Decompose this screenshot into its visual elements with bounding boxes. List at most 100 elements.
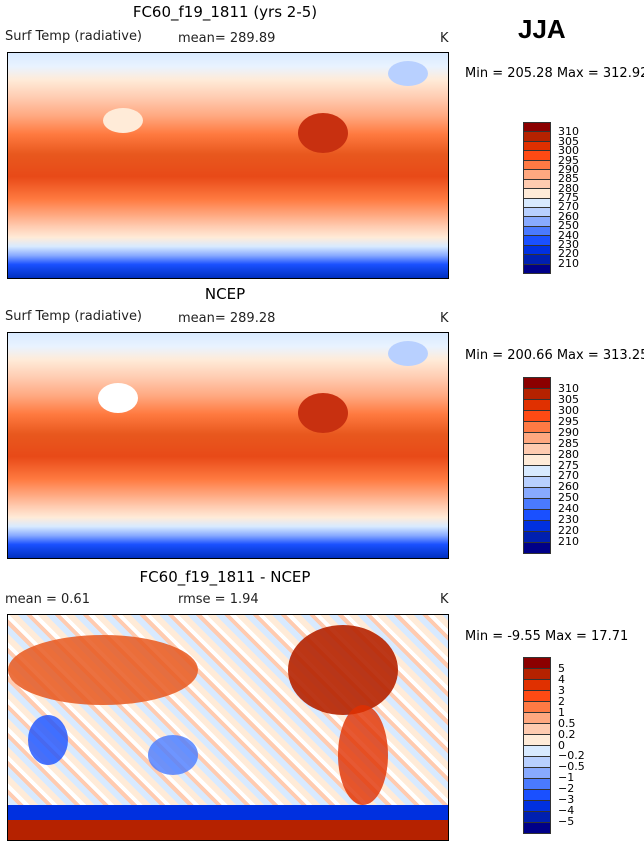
colorbar-swatch — [524, 444, 550, 455]
panel2-units: K — [440, 311, 449, 326]
colorbar-label: 310 — [558, 125, 579, 139]
panel1-title: FC60_f19_1811 (yrs 2-5) — [132, 3, 318, 21]
colorbar-label: 0.5 — [558, 716, 576, 730]
colorbar-label: 3 — [558, 683, 565, 697]
colorbar-swatch — [524, 189, 550, 199]
colorbar-label: 270 — [558, 469, 579, 483]
colorbar-swatch — [524, 411, 550, 422]
colorbar-swatch — [524, 790, 550, 801]
colorbar-swatch — [524, 264, 550, 273]
colorbar-swatch — [524, 488, 550, 499]
colorbar-label: 260 — [558, 209, 579, 223]
colorbar-label: −0.5 — [558, 760, 585, 774]
colorbar-swatch — [524, 779, 550, 790]
colorbar-label: 260 — [558, 480, 579, 494]
colorbar-label: 210 — [558, 535, 579, 549]
colorbar-swatch — [524, 378, 550, 389]
colorbar-swatch — [524, 226, 550, 237]
colorbar-label: 275 — [558, 191, 579, 204]
panel1-variable: Surf Temp (radiative) — [5, 29, 143, 44]
colorbar-label: −0.2 — [558, 749, 585, 763]
colorbar-label: 290 — [558, 162, 579, 176]
colorbar-label: 305 — [558, 392, 579, 406]
colorbar-label: 310 — [558, 381, 579, 395]
colorbar-swatch — [524, 245, 550, 256]
colorbar-label: 0.2 — [558, 727, 576, 741]
colorbar-swatch — [524, 812, 550, 823]
colorbar-swatch — [524, 179, 550, 190]
colorbar-swatch — [524, 669, 550, 680]
colorbar-label: 230 — [558, 513, 579, 527]
colorbar-swatch — [524, 123, 550, 133]
panel2-variable: Surf Temp (radiative) — [5, 309, 143, 324]
colorbar-label: 250 — [558, 219, 579, 233]
colorbar-swatch — [524, 466, 550, 477]
colorbar-label: 220 — [558, 247, 579, 261]
colorbar-label: −3 — [558, 793, 575, 807]
colorbar-swatch — [524, 691, 550, 702]
colorbar-label: 2 — [558, 694, 565, 708]
panel2-map — [7, 332, 449, 559]
colorbar-label: 250 — [558, 491, 579, 505]
colorbar-swatch — [524, 236, 550, 246]
panel1-colorbar — [523, 122, 551, 274]
colorbar-swatch — [524, 521, 550, 532]
panel2-minmax: Min = 200.66 Max = 313.25 — [465, 348, 644, 363]
colorbar-swatch — [524, 389, 550, 400]
colorbar-label: 280 — [558, 447, 579, 461]
colorbar-swatch — [524, 658, 550, 669]
colorbar-swatch — [524, 198, 550, 208]
colorbar-label: 285 — [558, 172, 579, 186]
colorbar-swatch — [524, 735, 550, 746]
colorbar-swatch — [524, 746, 550, 757]
colorbar-swatch — [524, 499, 550, 510]
colorbar-swatch — [524, 422, 550, 433]
colorbar-label: 4 — [558, 672, 565, 686]
panel3-title: FC60_f19_1811 - NCEP — [139, 568, 311, 586]
colorbar-label: 300 — [558, 403, 579, 417]
colorbar-label: −2 — [558, 782, 575, 796]
colorbar-swatch — [524, 207, 550, 218]
colorbar-swatch — [524, 757, 550, 768]
panel3-rmse: rmse = 1.94 — [178, 592, 259, 607]
panel3-units: K — [440, 592, 449, 607]
season-label: JJA — [518, 14, 566, 44]
colorbar-swatch — [524, 510, 550, 521]
panel1-units: K — [440, 31, 449, 46]
colorbar-label: −1 — [558, 771, 575, 785]
colorbar-label: 230 — [558, 237, 579, 251]
colorbar-swatch — [524, 713, 550, 724]
colorbar-label: 1 — [558, 705, 565, 719]
colorbar-swatch — [524, 400, 550, 411]
colorbar-swatch — [524, 702, 550, 713]
panel3-map — [7, 614, 449, 841]
colorbar-swatch — [524, 132, 550, 142]
colorbar-label: 290 — [558, 425, 579, 439]
colorbar-swatch — [524, 151, 550, 161]
colorbar-label: 305 — [558, 134, 579, 148]
colorbar-swatch — [524, 141, 550, 152]
colorbar-label: 285 — [558, 436, 579, 450]
panel3-colorbar — [523, 657, 551, 834]
colorbar-label: 295 — [558, 414, 579, 428]
panel2-title: NCEP — [204, 285, 246, 303]
colorbar-swatch — [524, 801, 550, 812]
colorbar-label: 275 — [558, 458, 579, 472]
colorbar-swatch — [524, 823, 550, 833]
panel3-mean: mean = 0.61 — [5, 592, 90, 607]
colorbar-label: 295 — [558, 153, 579, 167]
colorbar-swatch — [524, 477, 550, 488]
colorbar-label: 210 — [558, 256, 579, 270]
colorbar-swatch — [524, 543, 550, 553]
colorbar-swatch — [524, 170, 550, 180]
colorbar-swatch — [524, 724, 550, 735]
colorbar-label: 220 — [558, 524, 579, 538]
colorbar-label: 270 — [558, 200, 579, 214]
colorbar-label: 300 — [558, 144, 579, 158]
colorbar-swatch — [524, 768, 550, 779]
colorbar-swatch — [524, 433, 550, 444]
colorbar-label: 240 — [558, 228, 579, 242]
panel1-map — [7, 52, 449, 279]
panel2-mean: mean= 289.28 — [178, 311, 276, 326]
colorbar-swatch — [524, 160, 550, 171]
